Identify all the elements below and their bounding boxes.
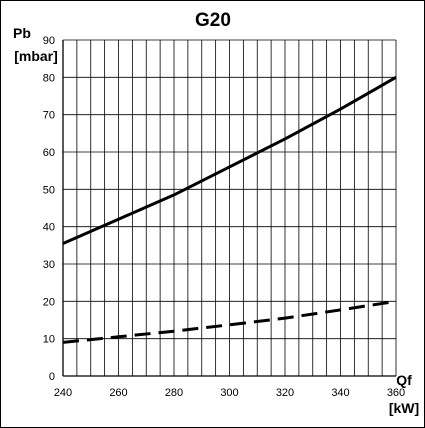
y-axis-unit: [mbar] <box>14 48 58 64</box>
chart-title: G20 <box>195 10 231 31</box>
x-tick-label: 300 <box>220 387 238 399</box>
x-tick-label: 360 <box>387 387 405 399</box>
x-axis-label: Qf <box>396 372 412 388</box>
axes <box>62 40 396 377</box>
y-tick-label: 60 <box>43 147 55 159</box>
x-tick-label: 340 <box>331 387 349 399</box>
y-tick-label: 10 <box>43 334 55 346</box>
x-tick-label: 260 <box>109 387 127 399</box>
y-tick-label: 90 <box>43 35 55 47</box>
x-tick-label: 320 <box>276 387 294 399</box>
series-line-solid <box>62 76 397 245</box>
x-axis-unit: [kW] <box>389 400 419 416</box>
y-tick-label: 20 <box>43 296 55 308</box>
series-lines <box>62 76 397 344</box>
y-tick-label: 0 <box>49 371 55 383</box>
y-tick-label: 50 <box>43 184 55 196</box>
y-tick-label: 80 <box>43 72 55 84</box>
y-tick-label: 40 <box>43 222 55 234</box>
y-tick-labels: 0 10 20 30 40 50 60 70 80 90 <box>43 35 55 383</box>
x-tick-labels: 240 260 280 300 320 340 360 <box>54 387 405 399</box>
y-tick-label: 70 <box>43 110 55 122</box>
grid <box>62 39 397 377</box>
x-tick-label: 240 <box>54 387 72 399</box>
y-axis-label: Pb <box>13 25 31 41</box>
series-line-dashed <box>62 299 397 344</box>
x-tick-label: 280 <box>165 387 183 399</box>
y-tick-label: 30 <box>43 259 55 271</box>
